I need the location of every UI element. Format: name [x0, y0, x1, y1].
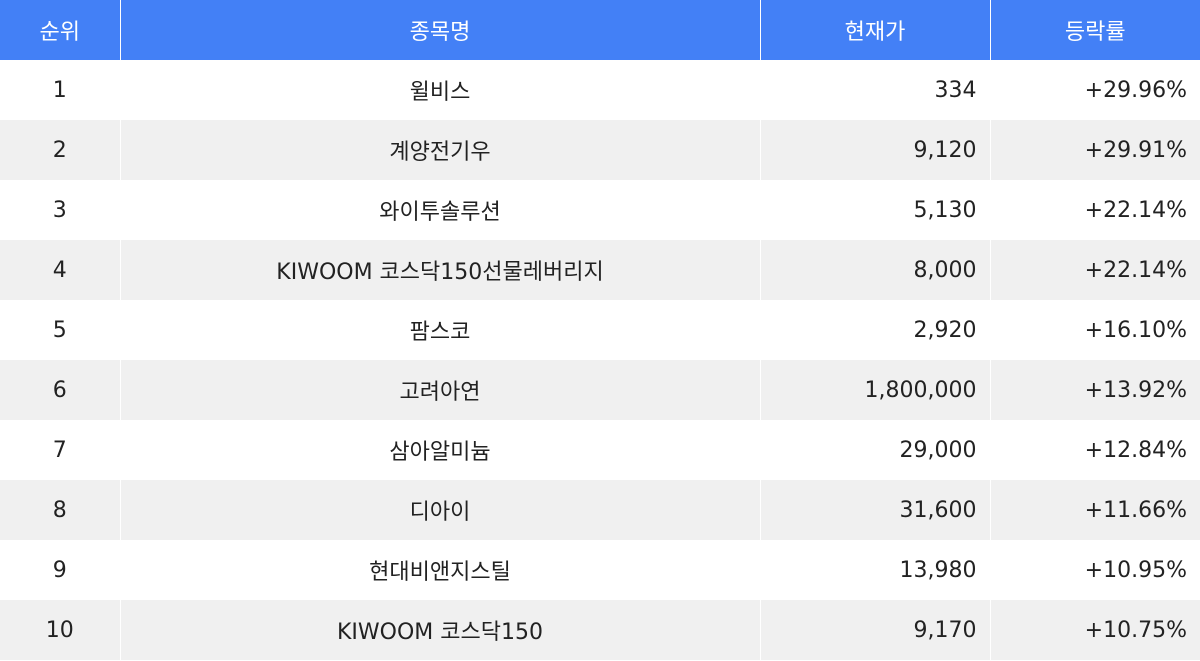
change-rate-cell: +29.91%: [989, 120, 1200, 180]
price-cell: 8,000: [759, 240, 990, 300]
stock-name-cell: KIWOOM 코스닥150선물레버리지: [119, 240, 760, 300]
stock-name-cell: 현대비앤지스틸: [119, 540, 760, 600]
table-row[interactable]: 1 윌비스 334 +29.96%: [0, 60, 1200, 120]
change-rate-cell: +22.14%: [989, 240, 1200, 300]
price-cell: 9,120: [759, 120, 990, 180]
change-rate-cell: +10.75%: [989, 600, 1200, 660]
price-cell: 1,800,000: [759, 360, 990, 420]
price-cell: 9,170: [759, 600, 990, 660]
change-rate-cell: +12.84%: [989, 420, 1200, 480]
header-price[interactable]: 현재가: [759, 0, 990, 60]
table-row[interactable]: 10 KIWOOM 코스닥150 9,170 +10.75%: [0, 600, 1200, 660]
price-cell: 334: [759, 60, 990, 120]
rank-cell: 6: [0, 360, 120, 420]
price-cell: 2,920: [759, 300, 990, 360]
stock-name-cell: 팜스코: [119, 300, 760, 360]
change-rate-cell: +10.95%: [989, 540, 1200, 600]
rank-cell: 7: [0, 420, 120, 480]
change-rate-cell: +16.10%: [989, 300, 1200, 360]
price-cell: 31,600: [759, 480, 990, 540]
table-row[interactable]: 8 디아이 31,600 +11.66%: [0, 480, 1200, 540]
rank-cell: 10: [0, 600, 120, 660]
stock-name-cell: 와이투솔루션: [119, 180, 760, 240]
rank-cell: 3: [0, 180, 120, 240]
stock-name-cell: 디아이: [119, 480, 760, 540]
table-row[interactable]: 6 고려아연 1,800,000 +13.92%: [0, 360, 1200, 420]
table-header: 순위 종목명 현재가 등락률: [0, 0, 1200, 60]
header-row: 순위 종목명 현재가 등락률: [0, 0, 1200, 60]
stock-name-cell: 계양전기우: [119, 120, 760, 180]
change-rate-cell: +11.66%: [989, 480, 1200, 540]
rank-cell: 2: [0, 120, 120, 180]
price-cell: 5,130: [759, 180, 990, 240]
change-rate-cell: +29.96%: [989, 60, 1200, 120]
change-rate-cell: +22.14%: [989, 180, 1200, 240]
header-change[interactable]: 등락률: [989, 0, 1200, 60]
stock-name-cell: 고려아연: [119, 360, 760, 420]
table-row[interactable]: 5 팜스코 2,920 +16.10%: [0, 300, 1200, 360]
table-row[interactable]: 2 계양전기우 9,120 +29.91%: [0, 120, 1200, 180]
header-name[interactable]: 종목명: [119, 0, 760, 60]
table-row[interactable]: 3 와이투솔루션 5,130 +22.14%: [0, 180, 1200, 240]
rank-cell: 1: [0, 60, 120, 120]
price-cell: 29,000: [759, 420, 990, 480]
table-body: 1 윌비스 334 +29.96% 2 계양전기우 9,120 +29.91% …: [0, 60, 1200, 660]
rank-cell: 9: [0, 540, 120, 600]
rank-cell: 8: [0, 480, 120, 540]
stock-name-cell: 윌비스: [119, 60, 760, 120]
table-row[interactable]: 9 현대비앤지스틸 13,980 +10.95%: [0, 540, 1200, 600]
rank-cell: 4: [0, 240, 120, 300]
price-cell: 13,980: [759, 540, 990, 600]
table-row[interactable]: 7 삼아알미늄 29,000 +12.84%: [0, 420, 1200, 480]
table-row[interactable]: 4 KIWOOM 코스닥150선물레버리지 8,000 +22.14%: [0, 240, 1200, 300]
header-rank[interactable]: 순위: [0, 0, 120, 60]
stock-name-cell: KIWOOM 코스닥150: [119, 600, 760, 660]
rank-cell: 5: [0, 300, 120, 360]
change-rate-cell: +13.92%: [989, 360, 1200, 420]
stock-name-cell: 삼아알미늄: [119, 420, 760, 480]
